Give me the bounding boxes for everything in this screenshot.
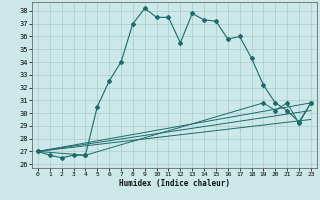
X-axis label: Humidex (Indice chaleur): Humidex (Indice chaleur): [119, 179, 230, 188]
